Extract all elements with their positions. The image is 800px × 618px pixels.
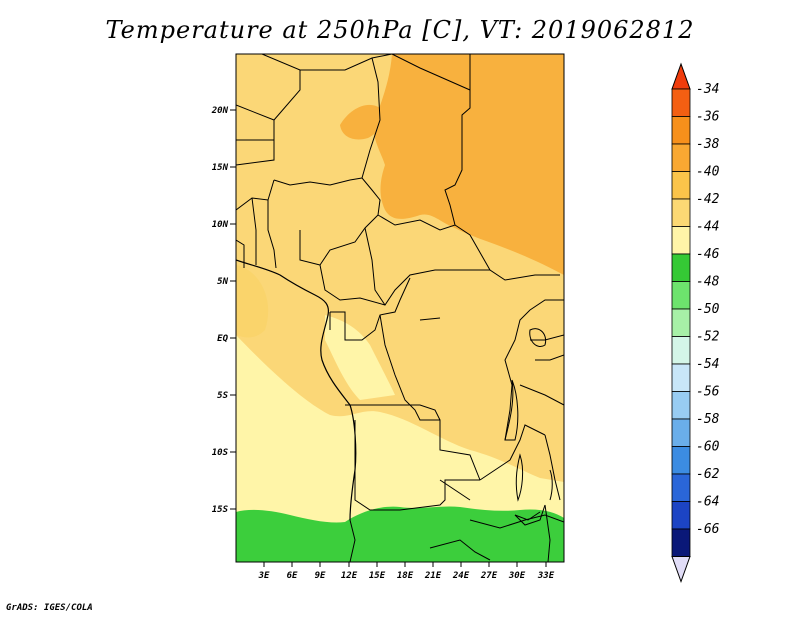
lon-label: 30E bbox=[508, 571, 526, 581]
colorbar-label: -54 bbox=[696, 357, 719, 372]
colorbar-label: -64 bbox=[696, 495, 719, 510]
colorbar-swatch bbox=[671, 308, 691, 337]
colorbar-swatch bbox=[671, 418, 691, 447]
map-frame bbox=[235, 53, 565, 563]
colorbar-label: -66 bbox=[696, 522, 720, 537]
lon-label: 21E bbox=[424, 571, 442, 581]
field-band-orange-ne bbox=[373, 54, 564, 275]
colorbar-swatch bbox=[671, 363, 691, 392]
colorbar-label: -42 bbox=[696, 192, 720, 207]
colorbar-swatch bbox=[671, 171, 691, 200]
lon-label: 18E bbox=[397, 571, 414, 581]
colorbar-swatch bbox=[671, 116, 691, 145]
lon-label: 33E bbox=[537, 571, 555, 581]
latitude-axis: 20N 15N 10N 5N EQ 5S 10S 15S bbox=[211, 106, 236, 515]
colorbar-swatch bbox=[671, 226, 691, 255]
colorbar-swatch bbox=[671, 198, 691, 227]
field-band-orange-nc bbox=[340, 104, 384, 140]
lat-label: 5S bbox=[217, 391, 228, 401]
longitude-axis: 3E 6E 9E 12E 15E 18E 21E 24E 27E 30E 33E bbox=[258, 562, 555, 581]
footer-credit: GrADS: IGES/COLA bbox=[6, 603, 93, 613]
colorbar-top-arrow bbox=[671, 62, 691, 90]
colorbar-label: -60 bbox=[696, 440, 720, 455]
colorbar-swatch bbox=[671, 88, 691, 117]
lakes bbox=[419, 317, 553, 521]
lon-label: 3E bbox=[258, 571, 270, 581]
field-band-light bbox=[236, 335, 564, 562]
lat-label: 5N bbox=[217, 277, 228, 287]
colorbar: -34 -36 -38 -40 -42 -44 -46 -48 -50 -52 -54 -56 -58 -… bbox=[671, 62, 720, 583]
lon-label: 12E bbox=[341, 571, 358, 581]
colorbar-swatch bbox=[671, 446, 691, 475]
colorbar-label: -58 bbox=[696, 412, 720, 427]
lon-label: 6E bbox=[287, 571, 298, 581]
lat-label: 15S bbox=[212, 505, 229, 515]
colorbar-swatch bbox=[671, 391, 691, 420]
lat-label: 10S bbox=[212, 448, 229, 458]
field-band-orange-w bbox=[236, 265, 269, 338]
colorbar-swatch bbox=[671, 281, 691, 310]
lat-label: 20N bbox=[211, 106, 229, 116]
lon-label: 15E bbox=[369, 571, 386, 581]
colorbar-label: -56 bbox=[696, 385, 720, 400]
colorbar-bottom-arrow bbox=[671, 556, 691, 583]
colorbar-label: -34 bbox=[696, 82, 719, 97]
field-band-pale-coast bbox=[325, 315, 395, 400]
colorbar-label: -48 bbox=[696, 275, 720, 290]
field-band-green bbox=[236, 506, 564, 562]
colorbar-label: -40 bbox=[696, 165, 720, 180]
lon-label: 9E bbox=[315, 571, 326, 581]
country-borders bbox=[236, 54, 564, 562]
colorbar-label: -44 bbox=[696, 220, 719, 235]
colorbar-swatch bbox=[671, 473, 691, 502]
colorbar-label: -38 bbox=[696, 137, 720, 152]
colorbar-label: -46 bbox=[696, 247, 720, 262]
colorbar-swatch bbox=[671, 528, 691, 557]
coastline bbox=[236, 259, 357, 521]
colorbar-swatch bbox=[671, 143, 691, 172]
colorbar-label: -52 bbox=[696, 330, 720, 345]
chart-title: Temperature at 250hPa [C], VT: 201906281… bbox=[105, 16, 695, 44]
colorbar-swatch bbox=[671, 336, 691, 365]
colorbar-label: -62 bbox=[696, 467, 720, 482]
lat-label: 15N bbox=[212, 163, 229, 173]
lat-label: 10N bbox=[212, 220, 229, 230]
colorbar-swatch bbox=[671, 253, 691, 282]
colorbar-label: -50 bbox=[696, 302, 720, 317]
lat-label: EQ bbox=[217, 334, 228, 344]
lon-label: 24E bbox=[452, 571, 470, 581]
lon-label: 27E bbox=[480, 571, 498, 581]
colorbar-label: -36 bbox=[696, 110, 720, 125]
temperature-field bbox=[236, 54, 564, 562]
colorbar-swatch bbox=[671, 501, 691, 530]
